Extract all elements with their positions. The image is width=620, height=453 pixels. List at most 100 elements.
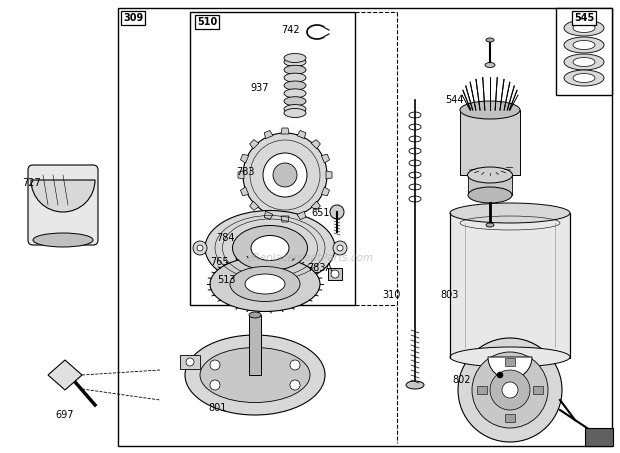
Circle shape — [263, 153, 307, 197]
Ellipse shape — [205, 211, 335, 285]
Circle shape — [472, 352, 548, 428]
Ellipse shape — [230, 266, 300, 302]
Text: 651: 651 — [311, 208, 329, 218]
Polygon shape — [326, 171, 332, 179]
Circle shape — [210, 380, 220, 390]
Ellipse shape — [564, 37, 604, 53]
Polygon shape — [297, 212, 306, 220]
Ellipse shape — [564, 70, 604, 86]
Ellipse shape — [251, 236, 289, 260]
Text: 544: 544 — [445, 95, 464, 105]
Circle shape — [330, 205, 344, 219]
Polygon shape — [264, 130, 273, 139]
Bar — [249, 315, 261, 375]
FancyBboxPatch shape — [28, 165, 98, 245]
Ellipse shape — [185, 335, 325, 415]
Ellipse shape — [486, 223, 494, 227]
Ellipse shape — [210, 256, 320, 312]
Text: 783A: 783A — [307, 263, 332, 273]
Circle shape — [186, 358, 194, 366]
Text: 510: 510 — [197, 17, 217, 27]
Bar — [460, 110, 520, 175]
Text: 513: 513 — [217, 275, 236, 285]
Circle shape — [273, 163, 297, 187]
Ellipse shape — [468, 187, 512, 203]
Circle shape — [243, 133, 327, 217]
Circle shape — [331, 270, 339, 278]
Circle shape — [333, 241, 347, 255]
Text: 801: 801 — [208, 403, 226, 413]
Circle shape — [210, 360, 220, 370]
Text: 742: 742 — [281, 25, 299, 35]
Ellipse shape — [564, 54, 604, 70]
Ellipse shape — [573, 24, 595, 33]
Text: 803: 803 — [440, 290, 458, 300]
Ellipse shape — [573, 73, 595, 82]
Ellipse shape — [249, 312, 261, 318]
Polygon shape — [250, 140, 259, 149]
Text: 937: 937 — [250, 83, 268, 93]
Wedge shape — [488, 357, 532, 379]
Text: 310: 310 — [382, 290, 401, 300]
Polygon shape — [238, 171, 244, 179]
Polygon shape — [281, 128, 289, 134]
Ellipse shape — [564, 20, 604, 36]
Ellipse shape — [200, 347, 310, 403]
Polygon shape — [241, 154, 249, 163]
Text: 765: 765 — [210, 257, 229, 267]
Text: 545: 545 — [574, 13, 594, 23]
Ellipse shape — [245, 274, 285, 294]
Ellipse shape — [284, 109, 306, 117]
Circle shape — [290, 360, 300, 370]
Circle shape — [290, 380, 300, 390]
Ellipse shape — [450, 347, 570, 367]
Polygon shape — [241, 187, 249, 196]
Circle shape — [497, 372, 503, 378]
Ellipse shape — [467, 167, 513, 183]
Circle shape — [490, 370, 530, 410]
Ellipse shape — [284, 105, 306, 114]
Bar — [505, 414, 515, 422]
Text: eReplacementParts.com: eReplacementParts.com — [246, 253, 374, 263]
Ellipse shape — [284, 81, 306, 90]
Text: 784: 784 — [216, 233, 234, 243]
Circle shape — [502, 382, 518, 398]
Ellipse shape — [33, 233, 93, 247]
Bar — [585, 428, 613, 446]
Bar — [180, 355, 200, 369]
Bar — [505, 358, 515, 366]
Ellipse shape — [284, 73, 306, 82]
Ellipse shape — [486, 38, 494, 42]
Polygon shape — [297, 130, 306, 139]
Bar — [328, 268, 342, 280]
Circle shape — [197, 245, 203, 251]
Polygon shape — [311, 140, 321, 149]
Bar — [533, 386, 543, 394]
Bar — [118, 8, 612, 446]
Circle shape — [458, 338, 562, 442]
Ellipse shape — [573, 58, 595, 67]
Polygon shape — [250, 201, 259, 210]
Bar — [190, 12, 355, 305]
Polygon shape — [311, 201, 321, 210]
Wedge shape — [31, 180, 95, 212]
Circle shape — [337, 245, 343, 251]
Ellipse shape — [573, 40, 595, 49]
Ellipse shape — [450, 203, 570, 223]
Bar — [468, 175, 512, 195]
Polygon shape — [281, 216, 289, 222]
Polygon shape — [264, 212, 273, 220]
Text: 697: 697 — [55, 410, 74, 420]
Bar — [477, 386, 487, 394]
Polygon shape — [321, 187, 330, 196]
Bar — [450, 213, 570, 358]
Ellipse shape — [232, 226, 308, 270]
Text: 802: 802 — [452, 375, 471, 385]
Text: 783: 783 — [236, 167, 254, 177]
Ellipse shape — [284, 58, 306, 67]
Polygon shape — [321, 154, 330, 163]
Text: 727: 727 — [22, 178, 41, 188]
Text: 309: 309 — [123, 13, 143, 23]
Ellipse shape — [284, 96, 306, 106]
Ellipse shape — [284, 53, 306, 63]
